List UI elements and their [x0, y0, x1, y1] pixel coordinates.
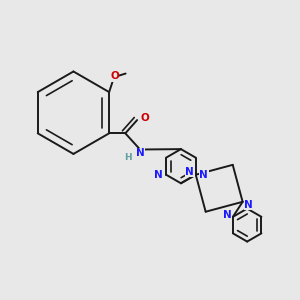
Text: O: O	[110, 71, 119, 81]
Text: N: N	[244, 200, 253, 210]
Text: N: N	[199, 170, 208, 180]
Text: N: N	[223, 210, 231, 220]
Text: N: N	[185, 167, 194, 177]
Text: H: H	[124, 153, 132, 162]
Text: O: O	[141, 113, 149, 123]
Text: N: N	[154, 170, 163, 180]
Text: N: N	[136, 148, 144, 158]
